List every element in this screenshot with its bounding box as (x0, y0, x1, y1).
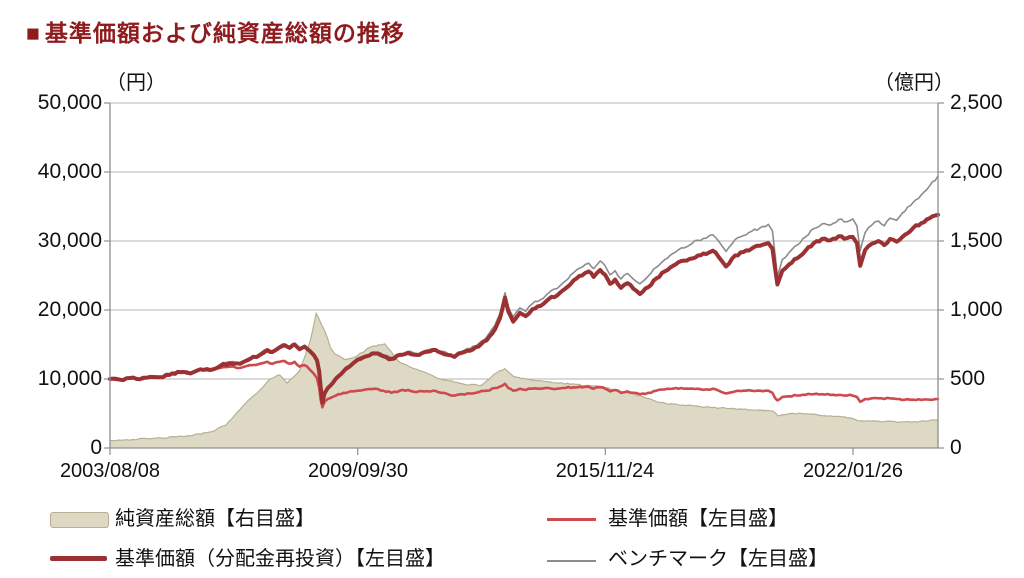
title-text: 基準価額および純資産総額の推移 (44, 20, 405, 46)
y-left-tick-label: 30,000 (37, 229, 102, 252)
y-left-tick-label: 40,000 (37, 160, 102, 183)
y-right-tick-label: 2,000 (950, 160, 1003, 183)
x-axis-date-label: 2003/08/08 (59, 460, 161, 482)
y-left-tick-label: 50,000 (37, 91, 102, 114)
legend-swatch-nav-reinvested (50, 556, 107, 561)
y-right-tick-label: 2,500 (950, 91, 1003, 114)
legend-swatch-benchmark (547, 560, 596, 562)
legend-swatch-net-assets (50, 512, 109, 528)
right-axis-unit-label: （億円） (874, 72, 954, 94)
legend-label-nav: 基準価額【左目盛】 (608, 508, 788, 530)
legend-swatch-nav (547, 518, 596, 521)
legend-label-benchmark: ベンチマーク【左目盛】 (608, 548, 828, 570)
y-right-tick-label: 1,000 (950, 298, 1003, 321)
y-right-tick-label: 0 (950, 436, 962, 459)
x-axis-date-label: 2009/09/30 (307, 460, 409, 482)
y-left-tick-label: 10,000 (37, 367, 102, 390)
title-bullet-icon: ■ (26, 20, 41, 46)
x-axis-date-label: 2022/01/26 (802, 460, 904, 482)
y-right-tick-label: 1,500 (950, 229, 1003, 252)
y-left-tick-label: 20,000 (37, 298, 102, 321)
legend-label-net-assets: 純資産総額【右目盛】 (115, 508, 315, 530)
y-left-tick-label: 0 (90, 436, 102, 459)
legend-label-nav-reinvested: 基準価額（分配金再投資）【左目盛】 (115, 548, 445, 570)
left-axis-unit-label: （円） (106, 72, 166, 94)
chart-title: ■ 基準価額および純資産総額の推移 (26, 14, 405, 48)
y-right-tick-label: 500 (950, 367, 986, 390)
x-axis-date-label: 2015/11/24 (555, 460, 655, 482)
